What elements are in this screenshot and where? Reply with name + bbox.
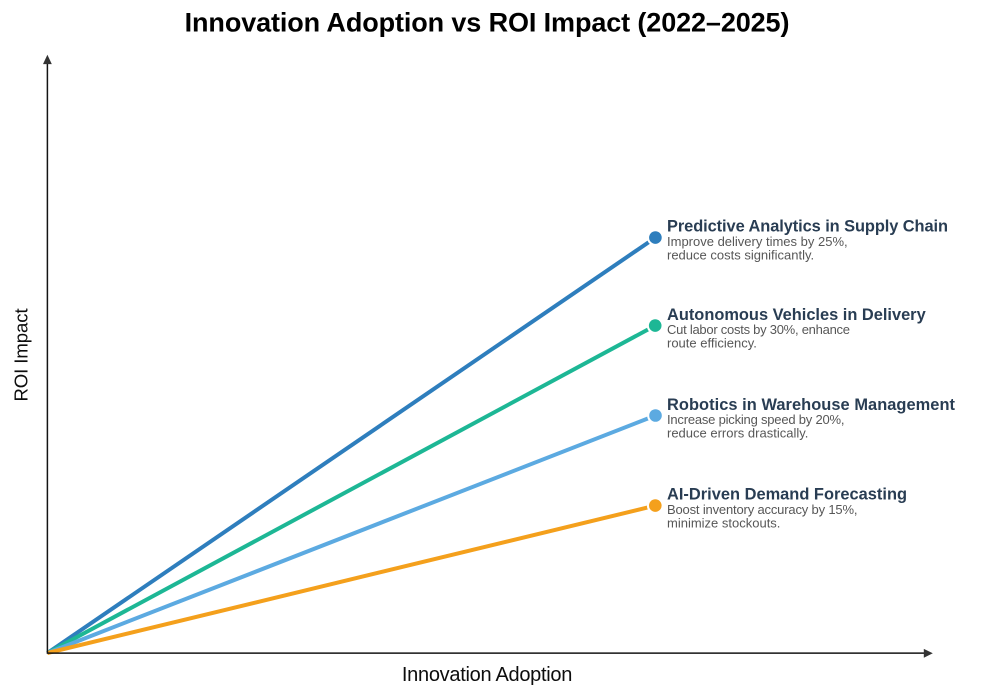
svg-text:Predictive Analytics in Supply: Predictive Analytics in Supply Chain [667,218,948,236]
svg-text:reduce costs significantly.: reduce costs significantly. [667,248,814,263]
svg-text:Boost inventory accuracy by 15: Boost inventory accuracy by 15%, [667,502,858,517]
svg-text:Increase picking speed by 20%,: Increase picking speed by 20%, [667,412,845,427]
svg-text:Innovation Adoption vs ROI Imp: Innovation Adoption vs ROI Impact (2022–… [185,8,790,38]
svg-text:reduce errors drastically.: reduce errors drastically. [667,425,808,440]
svg-text:AI-Driven Demand Forecasting: AI-Driven Demand Forecasting [667,485,907,503]
svg-text:Improve delivery times by 25%,: Improve delivery times by 25%, [667,234,848,249]
svg-text:ROI Impact: ROI Impact [11,308,32,402]
svg-text:Robotics in Warehouse Manageme: Robotics in Warehouse Management [667,396,956,414]
svg-text:Cut labor costs by 30%, enhanc: Cut labor costs by 30%, enhance [667,322,850,337]
svg-text:Innovation Adoption: Innovation Adoption [402,664,572,686]
svg-text:route efficiency.: route efficiency. [667,336,757,351]
svg-text:Autonomous Vehicles in Deliver: Autonomous Vehicles in Delivery [667,306,927,324]
svg-text:minimize stockouts.: minimize stockouts. [667,515,780,530]
